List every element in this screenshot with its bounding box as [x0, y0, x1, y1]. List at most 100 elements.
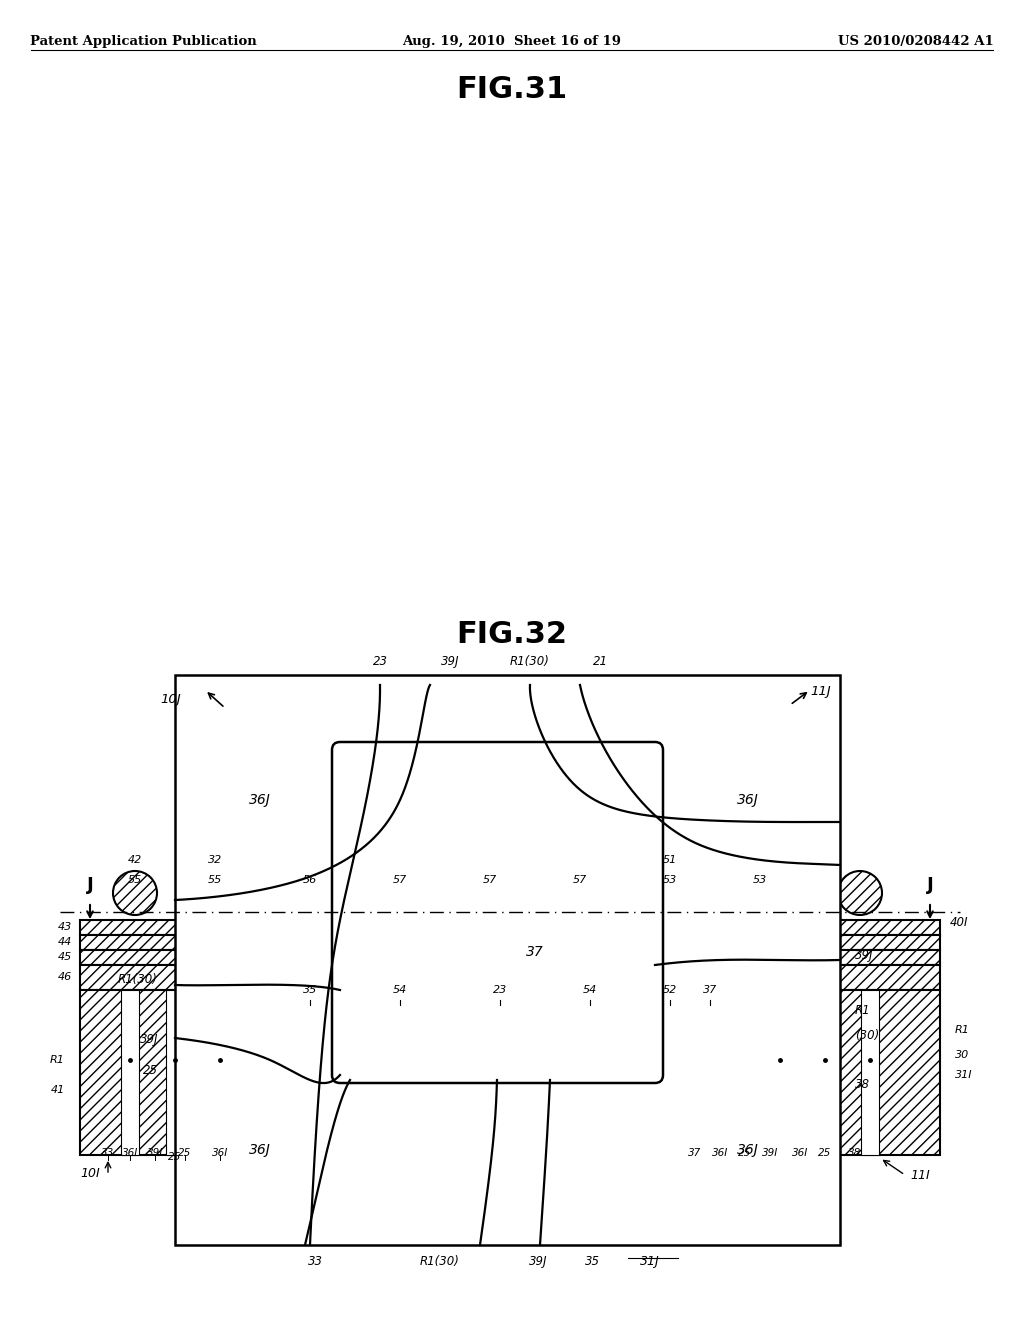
Text: 30: 30: [955, 1049, 970, 1060]
Text: 38: 38: [848, 1148, 861, 1158]
FancyBboxPatch shape: [332, 742, 663, 1082]
Text: Patent Application Publication: Patent Application Publication: [30, 36, 257, 48]
Text: 39J: 39J: [855, 949, 873, 961]
Text: 39I: 39I: [146, 1148, 163, 1158]
Text: R1(30): R1(30): [420, 1255, 460, 1269]
Ellipse shape: [113, 871, 157, 915]
Ellipse shape: [419, 1001, 451, 1020]
Text: J: J: [927, 876, 933, 894]
Text: 51: 51: [663, 855, 677, 865]
Text: 57: 57: [483, 875, 497, 884]
Bar: [280, 990, 720, 1074]
Text: 36J: 36J: [737, 793, 759, 807]
Text: FIG.32: FIG.32: [457, 620, 567, 649]
Text: 35: 35: [585, 1255, 599, 1269]
Text: 46: 46: [57, 972, 72, 982]
Text: 53: 53: [753, 875, 767, 884]
Text: 36I: 36I: [712, 1148, 728, 1158]
Bar: [80, 990, 265, 1155]
Text: 36J: 36J: [249, 1143, 271, 1158]
Text: 21: 21: [593, 655, 607, 668]
Text: Aug. 19, 2010  Sheet 16 of 19: Aug. 19, 2010 Sheet 16 of 19: [402, 36, 622, 48]
Bar: [755, 990, 940, 1155]
Ellipse shape: [378, 871, 422, 915]
Text: 57: 57: [393, 875, 408, 884]
Text: 54: 54: [393, 985, 408, 995]
Text: 10J: 10J: [160, 693, 180, 706]
Text: 31J: 31J: [640, 1255, 659, 1269]
Text: R1: R1: [50, 1055, 65, 1065]
Bar: [861, 990, 879, 1155]
Bar: [211, 990, 229, 1155]
Text: 53: 53: [663, 875, 677, 884]
Text: 25: 25: [818, 1148, 831, 1158]
Text: 37: 37: [688, 1148, 701, 1158]
Text: R1(30): R1(30): [118, 974, 158, 986]
Bar: [80, 990, 265, 1155]
Bar: [80, 965, 940, 990]
Text: 41: 41: [51, 1085, 65, 1096]
Text: FIG.31: FIG.31: [457, 75, 567, 104]
Text: 37: 37: [526, 945, 544, 958]
Text: 55: 55: [128, 875, 142, 884]
Text: 36I: 36I: [122, 1148, 138, 1158]
Text: 25: 25: [738, 1148, 752, 1158]
Text: 42: 42: [128, 855, 142, 865]
Text: 56: 56: [303, 875, 317, 884]
Bar: [285, 1047, 715, 1074]
Bar: [80, 920, 940, 935]
Bar: [80, 935, 940, 950]
Text: 35: 35: [303, 985, 317, 995]
Text: (30): (30): [855, 1028, 880, 1041]
Text: 10I: 10I: [80, 1167, 99, 1180]
Ellipse shape: [624, 1001, 656, 1020]
Text: 36J: 36J: [737, 1143, 759, 1158]
Bar: [80, 950, 940, 965]
Text: 25: 25: [168, 1152, 181, 1162]
Bar: [121, 990, 139, 1155]
Text: 45: 45: [57, 952, 72, 962]
Text: 25: 25: [178, 1148, 191, 1158]
Bar: [755, 990, 940, 1155]
Text: 57: 57: [572, 875, 587, 884]
Text: 52: 52: [663, 985, 677, 995]
Text: R1: R1: [855, 1003, 870, 1016]
Text: 43: 43: [57, 921, 72, 932]
Text: 33: 33: [101, 1148, 115, 1158]
Text: 39J: 39J: [528, 1255, 547, 1269]
Bar: [80, 920, 940, 935]
Bar: [80, 965, 940, 990]
Text: 39J: 39J: [440, 655, 459, 668]
Text: US 2010/0208442 A1: US 2010/0208442 A1: [839, 36, 994, 48]
Text: 11J: 11J: [810, 685, 830, 698]
Text: 36J: 36J: [249, 793, 271, 807]
Bar: [80, 935, 940, 950]
Text: 37: 37: [702, 985, 717, 995]
Text: 55: 55: [208, 875, 222, 884]
Text: 36I: 36I: [212, 1148, 228, 1158]
Text: 39I: 39I: [762, 1148, 778, 1158]
Text: 38: 38: [855, 1078, 870, 1092]
Bar: [816, 990, 834, 1155]
Ellipse shape: [558, 871, 602, 915]
Ellipse shape: [193, 871, 237, 915]
Text: 31I: 31I: [955, 1071, 973, 1080]
Text: 40I: 40I: [950, 916, 969, 928]
Ellipse shape: [554, 1001, 586, 1020]
Ellipse shape: [288, 871, 332, 915]
Text: 36I: 36I: [792, 1148, 808, 1158]
Bar: [166, 990, 184, 1155]
Text: 11I: 11I: [910, 1170, 930, 1181]
Ellipse shape: [344, 1001, 376, 1020]
Text: R1: R1: [955, 1026, 970, 1035]
Bar: [771, 990, 790, 1155]
Ellipse shape: [484, 1001, 516, 1020]
Bar: [80, 950, 940, 965]
Text: 33: 33: [307, 1255, 323, 1269]
Ellipse shape: [648, 871, 692, 915]
Text: 39J: 39J: [139, 1034, 158, 1047]
Ellipse shape: [468, 871, 512, 915]
Text: 54: 54: [583, 985, 597, 995]
Text: R1(30): R1(30): [510, 655, 550, 668]
Text: 23: 23: [493, 985, 507, 995]
